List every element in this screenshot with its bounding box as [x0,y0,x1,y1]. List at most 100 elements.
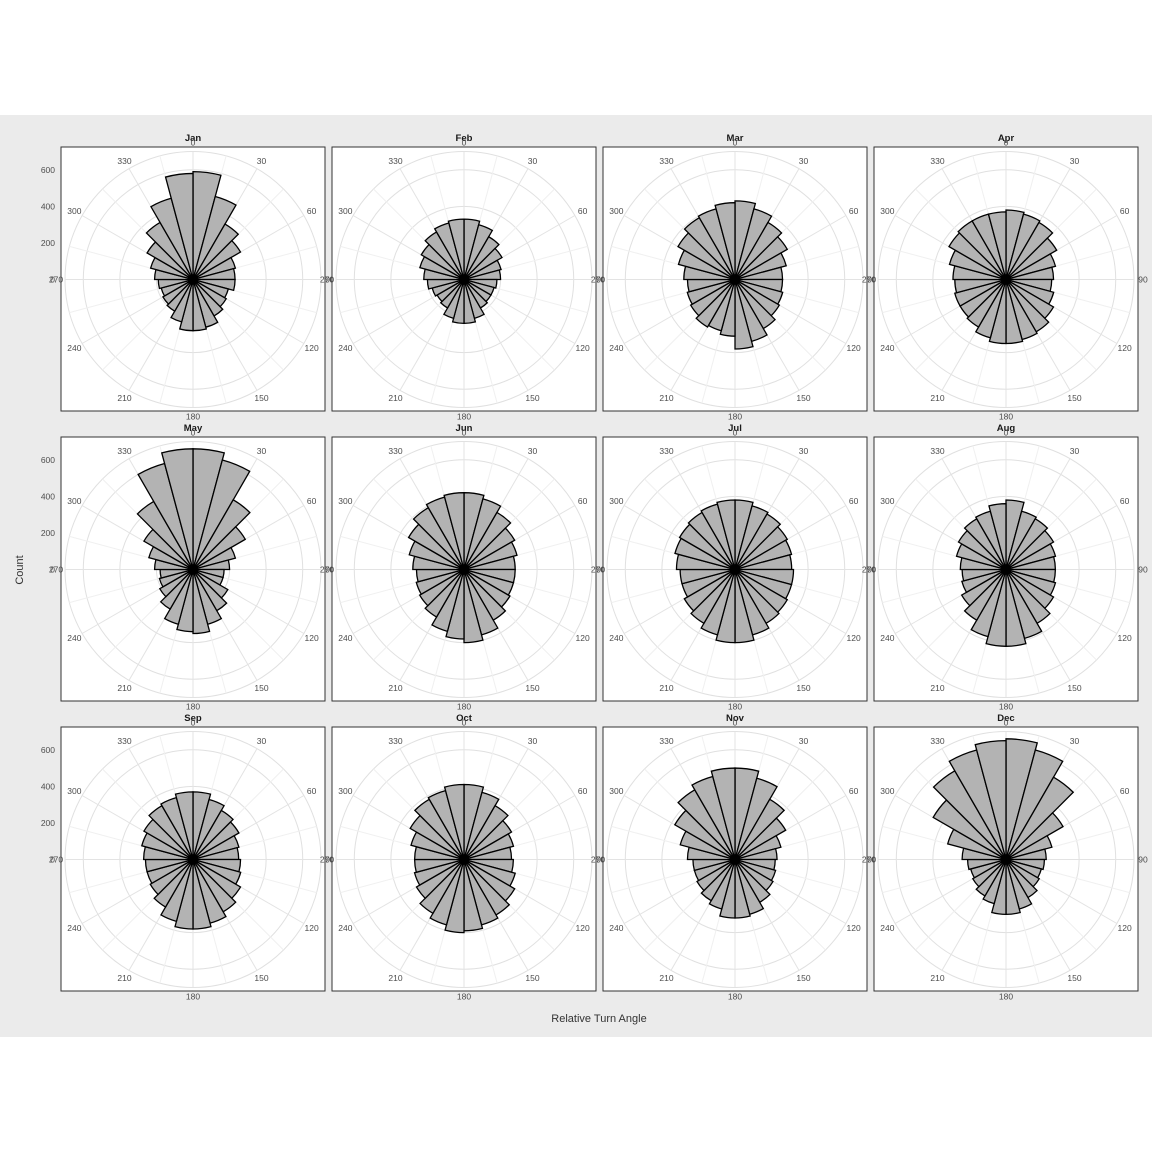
angle-tick-label: 270 [320,565,334,575]
angle-tick-label: 210 [117,683,131,693]
rose-bar [700,859,736,902]
rose-bar [463,247,503,281]
angle-tick-label: 150 [796,393,810,403]
rose-bar [695,279,736,328]
angle-tick-label: 150 [1067,973,1081,983]
rose-bar [1005,517,1049,570]
angle-tick-label: 300 [338,206,352,216]
angle-tick-label: 240 [67,343,81,353]
rose-bar [162,278,194,305]
rose-bar [734,525,789,571]
angle-tick-label: 30 [528,446,538,456]
rose-bar [683,568,736,612]
angle-tick-label: 30 [528,736,538,746]
angle-tick-label: 330 [388,446,402,456]
angle-tick-label: 120 [576,343,590,353]
angle-tick-label: 300 [67,786,81,796]
rose-bar [192,809,234,860]
angle-tick-label: 150 [525,683,539,693]
angle-tick-label: 150 [254,683,268,693]
angle-tick-label: 330 [117,156,131,166]
rose-bar [166,279,194,313]
angle-tick-label: 270 [591,275,605,285]
angle-tick-label: 150 [254,393,268,403]
angle-tick-label: 300 [880,206,894,216]
angle-tick-label: 60 [1120,496,1130,506]
angle-tick-label: 270 [320,855,334,865]
rose-bar [734,221,783,280]
rose-bar [429,859,465,926]
angle-tick-label: 120 [847,633,861,643]
angle-tick-label: 60 [307,206,317,216]
angle-tick-label: 270 [862,275,876,285]
angle-tick-label: 90 [867,565,877,575]
rose-bar [714,202,736,280]
rose-bar [1005,510,1038,570]
angle-tick-label: 150 [796,973,810,983]
y-tick-label: 200 [41,528,55,538]
rose-bar [1005,529,1055,571]
angle-tick-label: 180 [728,412,742,422]
angle-tick-label: 240 [609,343,623,353]
angle-tick-label: 60 [1120,206,1130,216]
angle-tick-label: 90 [325,855,335,865]
y-tick-label: 600 [41,455,55,465]
angle-tick-label: 90 [596,855,606,865]
angle-tick-label: 300 [67,206,81,216]
rose-bar [463,235,500,280]
rose-bar [1005,266,1055,281]
rose-bar [966,279,1007,328]
panel-title: Jan [185,133,202,144]
angle-tick-label: 300 [67,496,81,506]
rose-bar [1005,776,1075,860]
rose-bar [160,859,194,923]
angle-tick-label: 90 [1138,275,1148,285]
rose-bar [734,505,769,570]
rose-bar [419,859,465,915]
angle-tick-label: 0 [733,428,738,438]
panel-title: Jun [456,423,473,434]
angle-tick-label: 120 [1118,343,1132,353]
angle-tick-label: 180 [728,702,742,712]
angle-tick-label: 270 [591,855,605,865]
rose-bar [192,223,240,280]
panel-title: Aug [997,423,1016,434]
rose-bar [463,791,500,860]
angle-tick-label: 90 [1138,855,1148,865]
angle-tick-label: 330 [117,446,131,456]
angle-tick-label: 90 [596,275,606,285]
chart-canvas: Jan 0 30 60 90 120 150 180 210 240 270 300 330 0 200 40… [14,133,1148,1025]
rose-bar [686,278,736,306]
angle-tick-label: 240 [609,923,623,933]
angle-tick-label: 330 [930,446,944,456]
rose-bar [1005,237,1058,281]
angle-tick-label: 30 [1070,736,1080,746]
angle-tick-label: 270 [49,275,63,285]
rose-bar [192,239,242,281]
rose-bar [970,569,1007,638]
rose-bar [963,569,1007,622]
angle-tick-label: 120 [576,633,590,643]
angle-tick-label: 210 [930,973,944,983]
angle-tick-label: 210 [388,973,402,983]
rose-bar [953,278,1007,307]
angle-tick-label: 180 [186,702,200,712]
angle-tick-label: 270 [591,565,605,575]
rose-bar [174,791,194,860]
panel-sep: Sep0306090120150180210240270300330020040… [41,713,335,1002]
angle-tick-label: 300 [609,496,623,506]
y-tick-label: 0 [50,275,55,285]
angle-tick-label: 240 [338,343,352,353]
angle-tick-label: 60 [1120,786,1130,796]
angle-tick-label: 120 [305,923,319,933]
angle-tick-label: 240 [67,633,81,643]
angle-tick-label: 150 [525,973,539,983]
angle-tick-label: 210 [659,683,673,693]
rose-bar [192,459,251,570]
rose-bar [439,279,465,309]
y-tick-label: 400 [41,781,55,791]
rose-bar [192,195,237,280]
